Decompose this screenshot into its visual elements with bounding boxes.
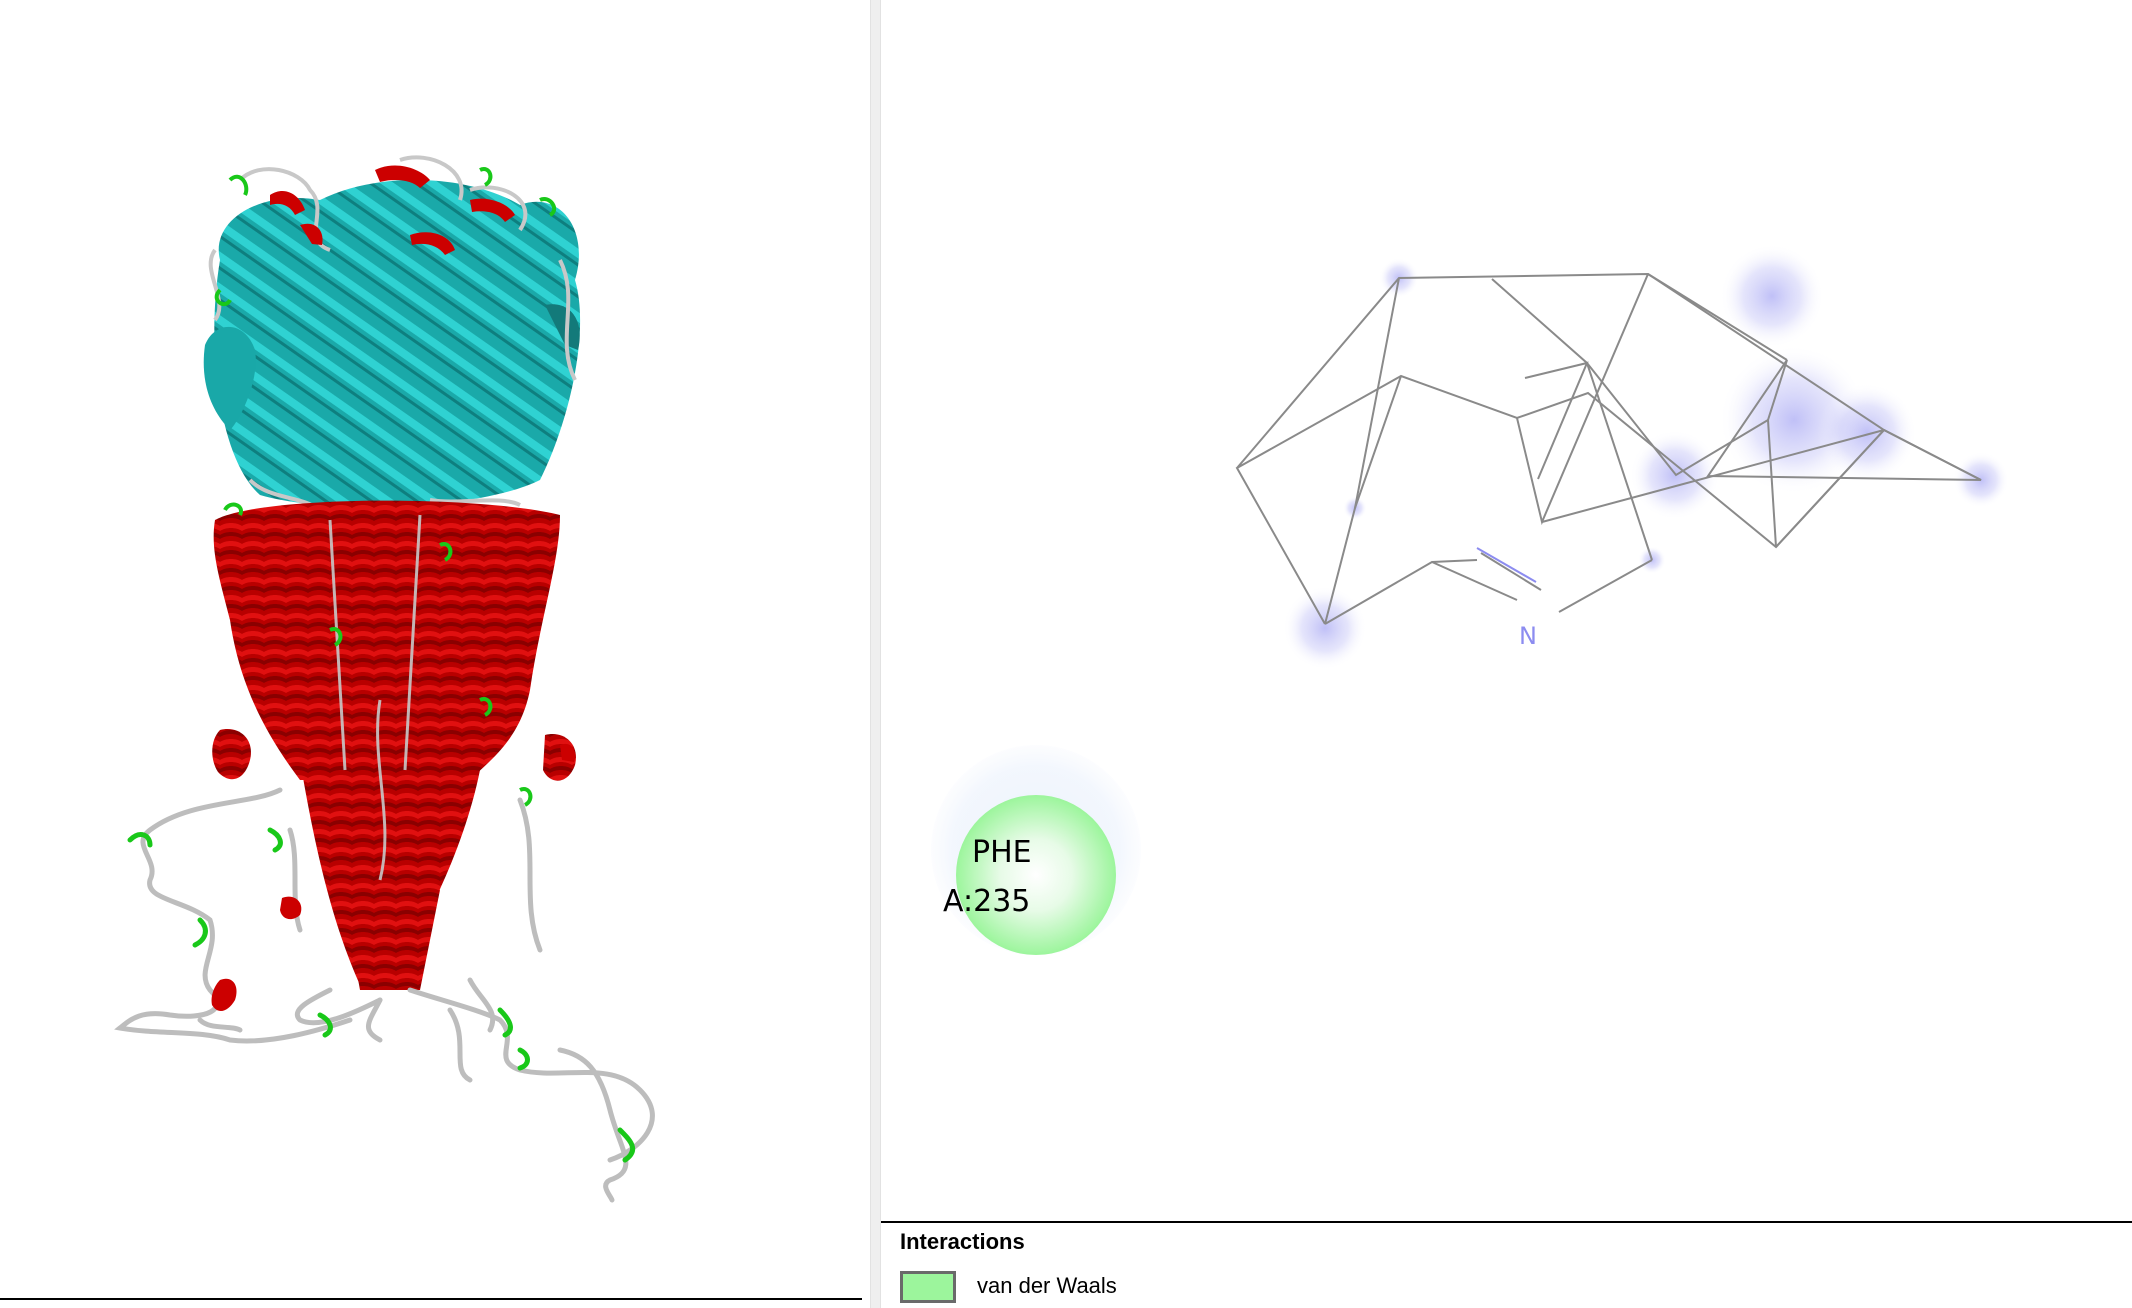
ligand-interaction-diagram (931, 244, 2009, 955)
legend-title: Interactions (900, 1229, 1025, 1254)
interaction-diagram-pane[interactable]: PHE A:235 N (881, 0, 2132, 1308)
nitrogen-atom-label: N (1519, 622, 1537, 650)
ligand-structure (1235, 272, 1982, 625)
residue-phe-a235[interactable] (931, 745, 1141, 955)
beta-sheet-domain (203, 155, 581, 512)
turn-segments (127, 827, 636, 1163)
solvent-accessibility-glows (1283, 244, 2009, 670)
coil-loops (114, 787, 655, 1203)
residue-position-label: A:235 (943, 884, 1031, 919)
small-helix-fragments (211, 743, 576, 1012)
protein-structure-view[interactable] (0, 0, 870, 1308)
structure-viewer-pane[interactable] (0, 0, 870, 1308)
pane-splitter[interactable] (870, 0, 881, 1308)
legend-label-van-der-waals: van der Waals (977, 1273, 1117, 1298)
alpha-helix-bundle (212, 500, 576, 990)
interactions-legend: Interactions van der Waals (881, 1221, 2132, 1308)
legend-swatch-van-der-waals (900, 1271, 956, 1303)
residue-name-label: PHE (972, 835, 1032, 870)
left-pane-bottom-border (0, 1298, 862, 1300)
